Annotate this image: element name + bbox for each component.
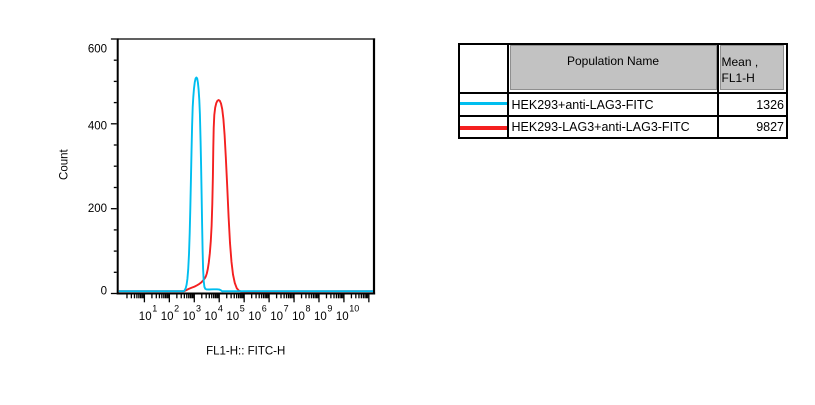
svg-text:10: 10 <box>139 311 152 323</box>
svg-text:9: 9 <box>327 304 332 314</box>
svg-text:600: 600 <box>88 44 107 56</box>
svg-text:10: 10 <box>183 311 196 323</box>
svg-text:1: 1 <box>152 304 157 314</box>
svg-text:2: 2 <box>174 304 179 314</box>
svg-text:10: 10 <box>336 311 349 323</box>
svg-text:10: 10 <box>248 311 261 323</box>
svg-text:4: 4 <box>218 304 223 314</box>
svg-text:FL1-H:: FITC-H: FL1-H:: FITC-H <box>206 346 285 358</box>
svg-text:10: 10 <box>270 311 283 323</box>
svg-text:200: 200 <box>88 203 107 215</box>
svg-text:10: 10 <box>226 311 239 323</box>
svg-text:400: 400 <box>88 120 107 132</box>
svg-text:Count: Count <box>59 148 71 179</box>
svg-text:3: 3 <box>196 304 201 314</box>
svg-text:7: 7 <box>284 304 289 314</box>
svg-text:10: 10 <box>292 311 305 323</box>
svg-text:8: 8 <box>306 304 311 314</box>
svg-text:10: 10 <box>314 311 327 323</box>
svg-text:5: 5 <box>240 304 245 314</box>
svg-text:10: 10 <box>161 311 174 323</box>
svg-text:10: 10 <box>349 304 359 314</box>
svg-text:6: 6 <box>262 304 267 314</box>
svg-text:10: 10 <box>205 311 218 323</box>
svg-text:0: 0 <box>101 286 107 298</box>
